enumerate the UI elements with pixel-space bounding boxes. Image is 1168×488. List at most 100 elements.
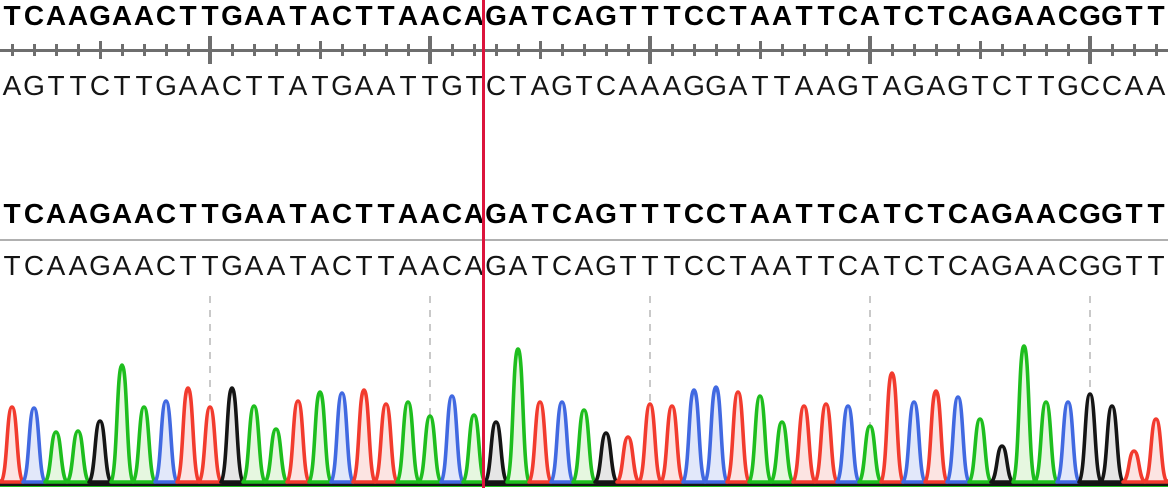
- base-letter-G[interactable]: G: [221, 0, 243, 31]
- base-letter-T[interactable]: T: [883, 250, 901, 281]
- base-letter-G[interactable]: G: [221, 250, 243, 281]
- base-letter-G[interactable]: G: [595, 0, 617, 31]
- base-letter-G[interactable]: G: [485, 0, 507, 31]
- base-letter-C[interactable]: C: [947, 250, 969, 281]
- base-letter-T[interactable]: T: [245, 70, 263, 101]
- base-letter-T[interactable]: T: [641, 250, 659, 281]
- base-letter-T[interactable]: T: [179, 0, 197, 31]
- base-letter-G[interactable]: G: [991, 250, 1013, 281]
- base-letter-C[interactable]: C: [837, 250, 859, 281]
- base-letter-A[interactable]: A: [772, 250, 792, 281]
- base-letter-T[interactable]: T: [289, 198, 307, 229]
- base-letter-A[interactable]: A: [640, 70, 660, 101]
- base-letter-C[interactable]: C: [837, 0, 859, 31]
- base-letter-T[interactable]: T: [3, 250, 21, 281]
- base-letter-A[interactable]: A: [926, 70, 946, 101]
- base-letter-G[interactable]: G: [1101, 198, 1123, 229]
- base-letter-T[interactable]: T: [1125, 0, 1143, 31]
- base-letter-G[interactable]: G: [1079, 250, 1101, 281]
- base-letter-T[interactable]: T: [751, 70, 769, 101]
- chromatogram-trace[interactable]: [0, 290, 1168, 488]
- base-letter-C[interactable]: C: [551, 250, 573, 281]
- base-letter-T[interactable]: T: [619, 0, 637, 31]
- base-letter-A[interactable]: A: [860, 250, 880, 281]
- base-letter-A[interactable]: A: [133, 198, 155, 229]
- base-letter-A[interactable]: A: [750, 250, 770, 281]
- base-letter-T[interactable]: T: [641, 0, 659, 31]
- base-letter-C[interactable]: C: [441, 198, 463, 229]
- base-letter-T[interactable]: T: [421, 70, 439, 101]
- base-letter-A[interactable]: A: [46, 250, 66, 281]
- base-letter-G[interactable]: G: [991, 0, 1013, 31]
- base-letter-T[interactable]: T: [729, 198, 747, 229]
- base-letter-C[interactable]: C: [837, 198, 859, 229]
- base-letter-G[interactable]: G: [89, 250, 111, 281]
- base-letter-G[interactable]: G: [683, 70, 705, 101]
- base-letter-C[interactable]: C: [485, 70, 507, 101]
- base-letter-A[interactable]: A: [1124, 70, 1144, 101]
- base-letter-A[interactable]: A: [397, 0, 419, 31]
- base-letter-A[interactable]: A: [508, 250, 528, 281]
- base-letter-T[interactable]: T: [927, 198, 945, 229]
- base-letter-T[interactable]: T: [201, 250, 219, 281]
- base-letter-C[interactable]: C: [155, 250, 177, 281]
- base-letter-C[interactable]: C: [1057, 250, 1079, 281]
- base-letter-G[interactable]: G: [155, 70, 177, 101]
- base-letter-T[interactable]: T: [817, 198, 835, 229]
- base-letter-T[interactable]: T: [135, 70, 153, 101]
- base-letter-C[interactable]: C: [1057, 198, 1079, 229]
- base-letter-A[interactable]: A: [1013, 198, 1035, 229]
- base-letter-T[interactable]: T: [883, 0, 901, 31]
- base-letter-G[interactable]: G: [89, 0, 111, 31]
- base-letter-A[interactable]: A: [266, 250, 286, 281]
- base-letter-T[interactable]: T: [179, 198, 197, 229]
- base-letter-G[interactable]: G: [23, 70, 45, 101]
- base-letter-A[interactable]: A: [859, 0, 881, 31]
- base-letter-A[interactable]: A: [1035, 0, 1057, 31]
- base-letter-A[interactable]: A: [530, 70, 550, 101]
- base-letter-A[interactable]: A: [507, 198, 529, 229]
- base-letter-G[interactable]: G: [991, 198, 1013, 229]
- base-letter-C[interactable]: C: [23, 250, 45, 281]
- base-letter-A[interactable]: A: [970, 250, 990, 281]
- base-letter-T[interactable]: T: [1037, 70, 1055, 101]
- base-letter-A[interactable]: A: [574, 250, 594, 281]
- base-letter-T[interactable]: T: [289, 250, 307, 281]
- base-letter-G[interactable]: G: [1101, 250, 1123, 281]
- base-letter-A[interactable]: A: [178, 70, 198, 101]
- base-letter-A[interactable]: A: [969, 0, 991, 31]
- base-letter-T[interactable]: T: [509, 70, 527, 101]
- base-letter-C[interactable]: C: [1101, 70, 1123, 101]
- base-letter-A[interactable]: A: [111, 198, 133, 229]
- base-letter-A[interactable]: A: [111, 0, 133, 31]
- base-letter-G[interactable]: G: [947, 70, 969, 101]
- base-letter-T[interactable]: T: [795, 198, 813, 229]
- base-letter-A[interactable]: A: [265, 198, 287, 229]
- base-letter-A[interactable]: A: [771, 0, 793, 31]
- base-letter-T[interactable]: T: [531, 198, 549, 229]
- base-letter-T[interactable]: T: [47, 70, 65, 101]
- base-letter-A[interactable]: A: [354, 70, 374, 101]
- base-letter-C[interactable]: C: [155, 0, 177, 31]
- base-letter-A[interactable]: A: [67, 198, 89, 229]
- base-letter-G[interactable]: G: [441, 70, 463, 101]
- sequence-cursor-line[interactable]: [482, 0, 485, 488]
- base-letter-T[interactable]: T: [817, 0, 835, 31]
- base-letter-A[interactable]: A: [45, 198, 67, 229]
- base-letter-A[interactable]: A: [309, 198, 331, 229]
- base-letter-C[interactable]: C: [331, 0, 353, 31]
- base-letter-T[interactable]: T: [1125, 250, 1143, 281]
- base-letter-T[interactable]: T: [1147, 250, 1165, 281]
- base-letter-T[interactable]: T: [619, 250, 637, 281]
- base-letter-C[interactable]: C: [441, 250, 463, 281]
- base-letter-A[interactable]: A: [134, 250, 154, 281]
- base-letter-G[interactable]: G: [1101, 0, 1123, 31]
- base-letter-A[interactable]: A: [1036, 250, 1056, 281]
- base-letter-C[interactable]: C: [705, 250, 727, 281]
- base-letter-T[interactable]: T: [663, 198, 681, 229]
- base-letter-A[interactable]: A: [816, 70, 836, 101]
- base-letter-A[interactable]: A: [419, 0, 441, 31]
- base-letter-G[interactable]: G: [903, 70, 925, 101]
